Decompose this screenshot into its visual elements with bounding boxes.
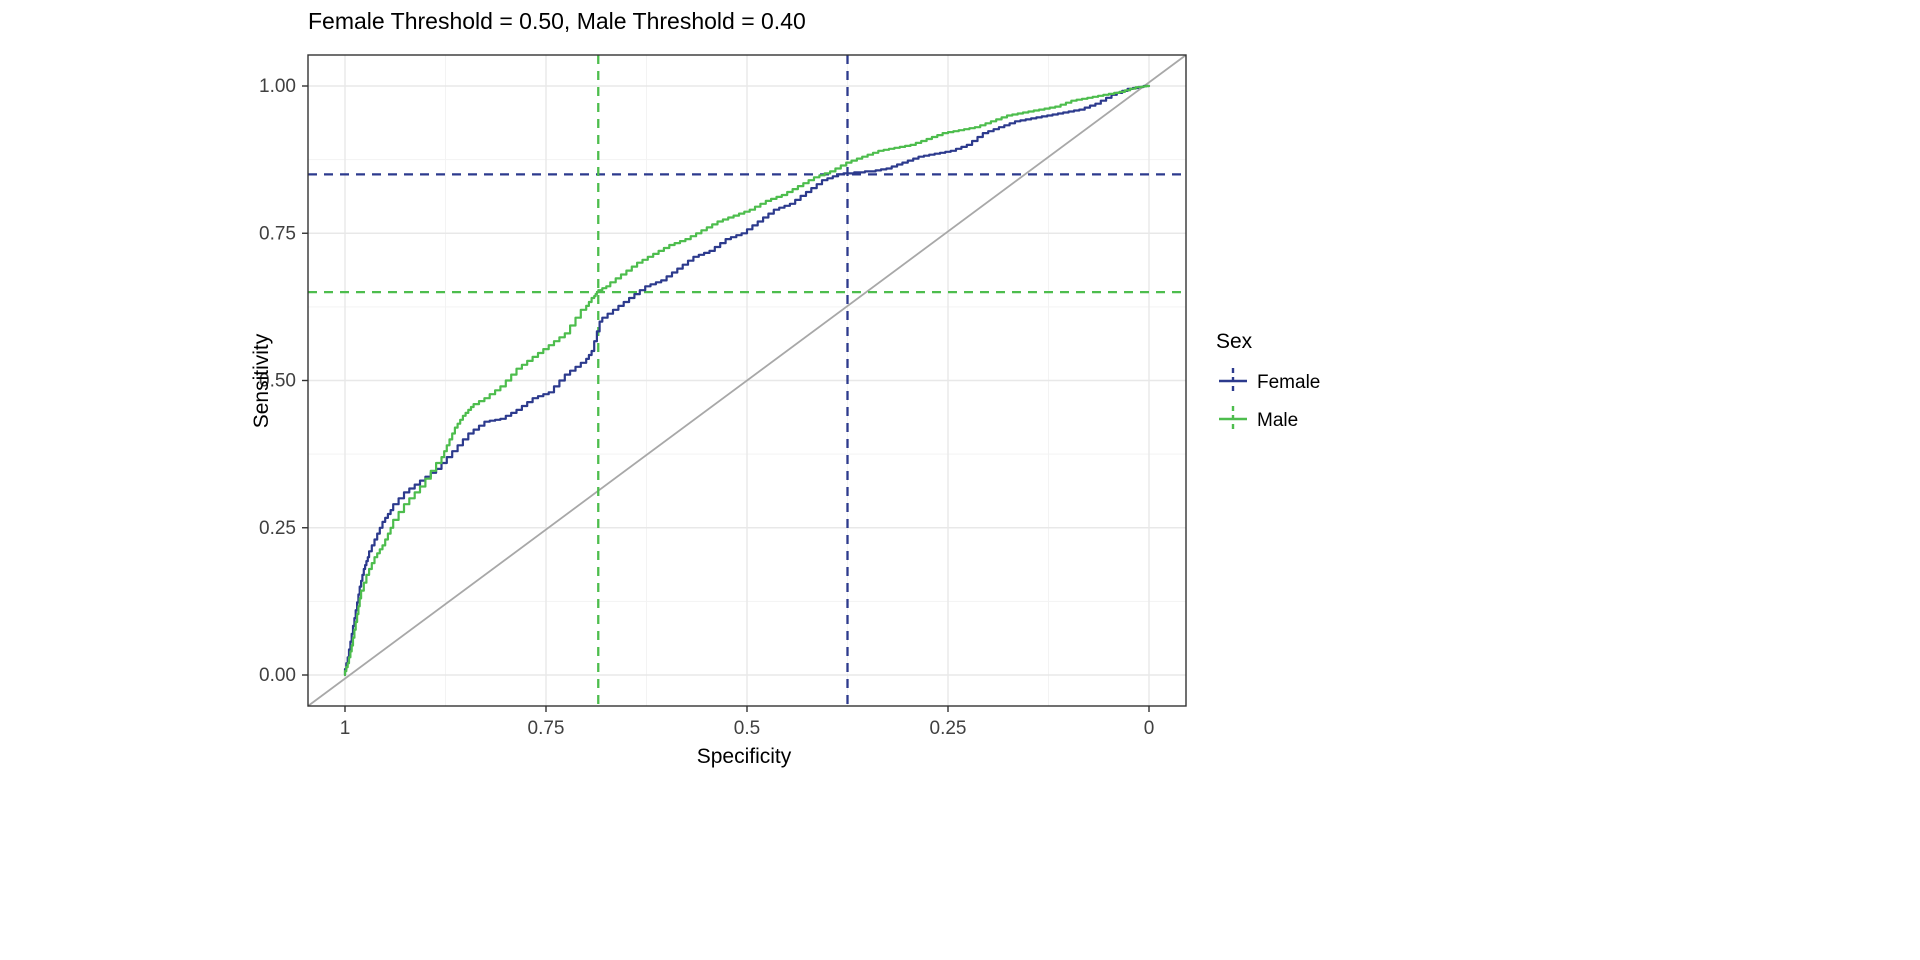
legend-label-female: Female <box>1257 372 1320 393</box>
y-tick-label: 0.00 <box>259 665 296 686</box>
x-tick-label: 1 <box>340 718 351 739</box>
x-tick-label: 0.75 <box>528 718 565 739</box>
legend-item-female: Female <box>1219 368 1320 394</box>
y-axis-label: Sensitivity <box>250 333 273 428</box>
legend-item-male: Male <box>1219 406 1298 432</box>
y-tick-label: 0.25 <box>259 518 296 539</box>
roc-curve-female <box>343 84 1151 677</box>
chance-diagonal-line <box>307 54 1187 707</box>
y-tick-label: 0.75 <box>259 223 296 244</box>
legend: Sex Female Male <box>1216 330 1320 432</box>
y-tick-label: 0.50 <box>259 371 296 392</box>
chart-title: Female Threshold = 0.50, Male Threshold … <box>308 8 806 34</box>
x-tick-label: 0.5 <box>734 718 760 739</box>
x-axis-label: Specificity <box>697 745 792 768</box>
y-tick-label: 1.00 <box>259 76 296 97</box>
legend-label-male: Male <box>1257 410 1298 431</box>
roc-curve-male <box>343 84 1151 677</box>
x-tick-label: 0 <box>1144 718 1155 739</box>
x-tick-label: 0.25 <box>930 718 967 739</box>
plot-panel: 1 0.75 0.5 0.25 0 0.00 0.25 0.50 0.75 1.00 <box>259 54 1187 739</box>
legend-title: Sex <box>1216 330 1253 353</box>
